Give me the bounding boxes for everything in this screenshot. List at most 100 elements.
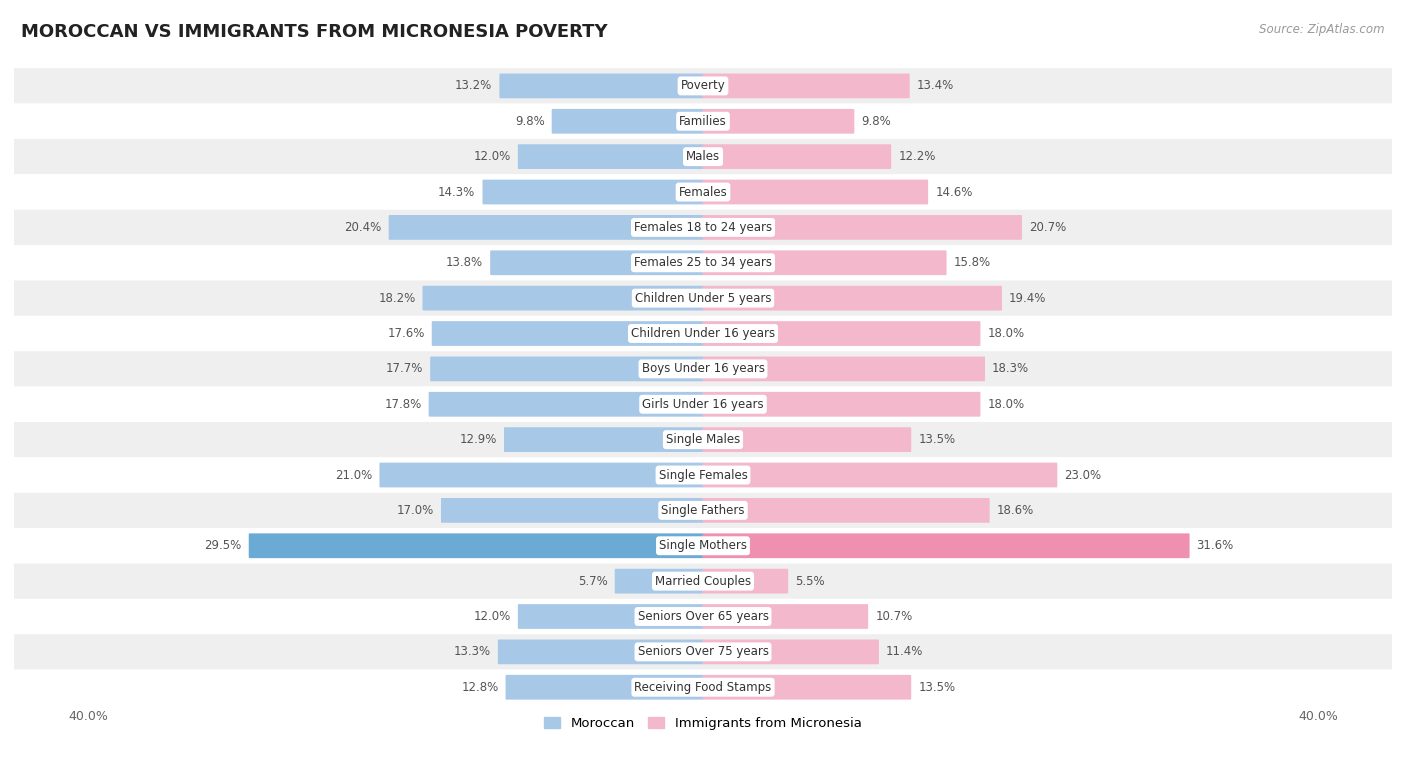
FancyBboxPatch shape — [0, 245, 1406, 280]
Text: Females 25 to 34 years: Females 25 to 34 years — [634, 256, 772, 269]
FancyBboxPatch shape — [614, 568, 703, 594]
FancyBboxPatch shape — [702, 361, 704, 377]
FancyBboxPatch shape — [702, 326, 704, 341]
Text: Married Couples: Married Couples — [655, 575, 751, 587]
FancyBboxPatch shape — [703, 286, 1002, 311]
FancyBboxPatch shape — [423, 286, 703, 311]
Text: 9.8%: 9.8% — [515, 114, 544, 128]
FancyBboxPatch shape — [702, 679, 704, 695]
FancyBboxPatch shape — [441, 498, 703, 523]
FancyBboxPatch shape — [703, 640, 879, 664]
FancyBboxPatch shape — [517, 144, 703, 169]
FancyBboxPatch shape — [482, 180, 703, 205]
Text: 14.3%: 14.3% — [439, 186, 475, 199]
Text: 23.0%: 23.0% — [1064, 468, 1101, 481]
FancyBboxPatch shape — [0, 599, 1406, 634]
FancyBboxPatch shape — [702, 503, 704, 518]
FancyBboxPatch shape — [551, 109, 703, 133]
FancyBboxPatch shape — [703, 568, 789, 594]
FancyBboxPatch shape — [249, 534, 703, 558]
Text: 9.8%: 9.8% — [862, 114, 891, 128]
FancyBboxPatch shape — [702, 573, 704, 589]
FancyBboxPatch shape — [503, 428, 703, 452]
Text: Poverty: Poverty — [681, 80, 725, 92]
Text: Single Fathers: Single Fathers — [661, 504, 745, 517]
FancyBboxPatch shape — [702, 432, 704, 447]
Text: Females: Females — [679, 186, 727, 199]
FancyBboxPatch shape — [702, 184, 704, 200]
Text: 12.2%: 12.2% — [898, 150, 935, 163]
FancyBboxPatch shape — [430, 356, 703, 381]
Text: 18.0%: 18.0% — [987, 327, 1025, 340]
FancyBboxPatch shape — [491, 250, 703, 275]
Text: 18.2%: 18.2% — [378, 292, 415, 305]
Text: Receiving Food Stamps: Receiving Food Stamps — [634, 681, 772, 694]
FancyBboxPatch shape — [0, 387, 1406, 422]
FancyBboxPatch shape — [0, 669, 1406, 705]
FancyBboxPatch shape — [702, 220, 704, 235]
FancyBboxPatch shape — [703, 144, 891, 169]
Text: 14.6%: 14.6% — [935, 186, 973, 199]
FancyBboxPatch shape — [0, 457, 1406, 493]
FancyBboxPatch shape — [0, 174, 1406, 210]
Text: Males: Males — [686, 150, 720, 163]
FancyBboxPatch shape — [432, 321, 703, 346]
Text: 10.7%: 10.7% — [875, 610, 912, 623]
Text: 18.3%: 18.3% — [993, 362, 1029, 375]
Text: 19.4%: 19.4% — [1010, 292, 1046, 305]
FancyBboxPatch shape — [703, 462, 1057, 487]
FancyBboxPatch shape — [506, 675, 703, 700]
Text: Children Under 16 years: Children Under 16 years — [631, 327, 775, 340]
FancyBboxPatch shape — [703, 250, 946, 275]
FancyBboxPatch shape — [0, 634, 1406, 669]
Text: Females 18 to 24 years: Females 18 to 24 years — [634, 221, 772, 234]
FancyBboxPatch shape — [429, 392, 703, 417]
Text: 13.2%: 13.2% — [456, 80, 492, 92]
FancyBboxPatch shape — [703, 675, 911, 700]
Text: 12.0%: 12.0% — [474, 610, 510, 623]
Text: 20.7%: 20.7% — [1029, 221, 1066, 234]
FancyBboxPatch shape — [703, 428, 911, 452]
FancyBboxPatch shape — [0, 210, 1406, 245]
Text: 13.5%: 13.5% — [918, 681, 956, 694]
Text: 31.6%: 31.6% — [1197, 539, 1234, 553]
FancyBboxPatch shape — [703, 498, 990, 523]
FancyBboxPatch shape — [0, 68, 1406, 104]
Text: 17.8%: 17.8% — [384, 398, 422, 411]
Text: Single Females: Single Females — [658, 468, 748, 481]
Text: 13.4%: 13.4% — [917, 80, 955, 92]
FancyBboxPatch shape — [703, 74, 910, 99]
Text: Families: Families — [679, 114, 727, 128]
Text: Children Under 5 years: Children Under 5 years — [634, 292, 772, 305]
FancyBboxPatch shape — [702, 149, 704, 164]
FancyBboxPatch shape — [517, 604, 703, 629]
Text: 17.7%: 17.7% — [385, 362, 423, 375]
Text: 13.5%: 13.5% — [918, 433, 956, 446]
FancyBboxPatch shape — [0, 563, 1406, 599]
FancyBboxPatch shape — [702, 538, 704, 553]
FancyBboxPatch shape — [703, 215, 1022, 240]
Text: 21.0%: 21.0% — [335, 468, 373, 481]
Text: 29.5%: 29.5% — [204, 539, 242, 553]
FancyBboxPatch shape — [498, 640, 703, 664]
Text: 18.0%: 18.0% — [987, 398, 1025, 411]
FancyBboxPatch shape — [499, 74, 703, 99]
FancyBboxPatch shape — [703, 321, 980, 346]
FancyBboxPatch shape — [388, 215, 703, 240]
FancyBboxPatch shape — [703, 180, 928, 205]
FancyBboxPatch shape — [702, 396, 704, 412]
FancyBboxPatch shape — [702, 467, 704, 483]
FancyBboxPatch shape — [703, 109, 855, 133]
Text: 15.8%: 15.8% — [953, 256, 991, 269]
FancyBboxPatch shape — [0, 104, 1406, 139]
FancyBboxPatch shape — [702, 609, 704, 625]
Text: 12.0%: 12.0% — [474, 150, 510, 163]
Text: 5.5%: 5.5% — [796, 575, 825, 587]
Text: 13.8%: 13.8% — [446, 256, 484, 269]
Text: 20.4%: 20.4% — [344, 221, 381, 234]
Text: Single Mothers: Single Mothers — [659, 539, 747, 553]
FancyBboxPatch shape — [702, 114, 704, 129]
Text: 17.0%: 17.0% — [396, 504, 434, 517]
FancyBboxPatch shape — [0, 139, 1406, 174]
FancyBboxPatch shape — [702, 78, 704, 94]
